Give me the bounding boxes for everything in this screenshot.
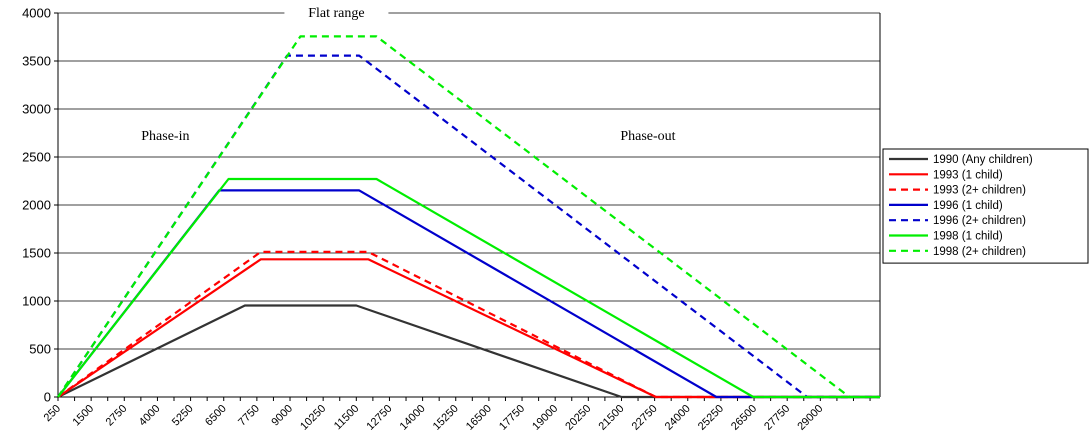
annotation-label: Phase-out <box>620 129 675 144</box>
axes: 0 500 1000 1500 2000 2500 3000 3500 4000 250 1500 2… <box>22 6 881 433</box>
y-tick-label: 500 <box>29 342 51 357</box>
x-tick-label: 1500 <box>70 403 96 429</box>
x-tick-label: 19000 <box>530 403 560 433</box>
y-tick-label: 0 <box>44 390 51 405</box>
legend-box <box>882 148 1089 264</box>
x-tick-label: 22750 <box>630 403 660 433</box>
legend-label: 1998 (2+ children) <box>933 246 1026 258</box>
x-tick-label: 26500 <box>729 403 759 433</box>
x-tick-label: 14000 <box>398 403 428 433</box>
legend: 1990 (Any children) 1993 (1 child) 1993 (2… <box>882 148 1089 264</box>
y-tick-label: 4000 <box>22 6 51 21</box>
x-tick-label: 21500 <box>596 403 626 433</box>
series-lines <box>57 35 880 399</box>
x-tick-label: 10250 <box>298 403 328 433</box>
legend-label: 1990 (Any children) <box>933 154 1033 166</box>
x-tick-label: 250 <box>42 403 63 424</box>
x-tick-label: 24000 <box>663 403 693 433</box>
series-line-6 <box>57 35 880 399</box>
x-tick-label: 15250 <box>431 403 461 433</box>
series-line-1 <box>57 258 880 399</box>
legend-label: 1993 (1 child) <box>933 169 1003 181</box>
legend-label: 1996 (2+ children) <box>933 215 1026 227</box>
legend-label: 1993 (2+ children) <box>933 185 1026 197</box>
legend-label: 1998 (1 child) <box>933 231 1003 243</box>
y-tick-label: 3500 <box>22 54 51 69</box>
x-tick-label: 7750 <box>236 403 262 429</box>
x-tick-label: 2750 <box>104 403 130 429</box>
series-line-2 <box>57 250 880 399</box>
series-line-3 <box>57 189 880 399</box>
x-tick-label: 16500 <box>464 403 494 433</box>
x-tick-label: 25250 <box>696 403 726 433</box>
y-tick-label: 2500 <box>22 150 51 165</box>
x-tick-label: 29000 <box>795 403 825 433</box>
series-line-5 <box>57 177 880 399</box>
annotation-label: Flat range <box>308 6 364 21</box>
x-tick-label: 4000 <box>137 403 163 429</box>
y-tick-label: 3000 <box>22 102 51 117</box>
legend-label: 1996 (1 child) <box>933 200 1003 212</box>
x-tick-label: 5250 <box>170 403 196 429</box>
x-tick-label: 12750 <box>364 403 394 433</box>
y-tick-label: 1500 <box>22 246 51 261</box>
x-tick-label: 27750 <box>762 403 792 433</box>
x-tick-label: 6500 <box>203 403 229 429</box>
x-tick-label: 20250 <box>563 403 593 433</box>
gridlines <box>58 12 880 350</box>
y-tick-label: 2000 <box>22 198 51 213</box>
annotations: Flat range Phase-in Phase-out <box>141 2 676 144</box>
y-tick-label: 1000 <box>22 294 51 309</box>
x-tick-label: 17750 <box>497 403 527 433</box>
x-tick-label: 11500 <box>332 403 362 433</box>
series-line-0 <box>57 304 880 399</box>
annotation-label: Phase-in <box>141 129 189 144</box>
x-tick-label: 9000 <box>269 403 295 429</box>
annotation-bg <box>284 2 389 21</box>
